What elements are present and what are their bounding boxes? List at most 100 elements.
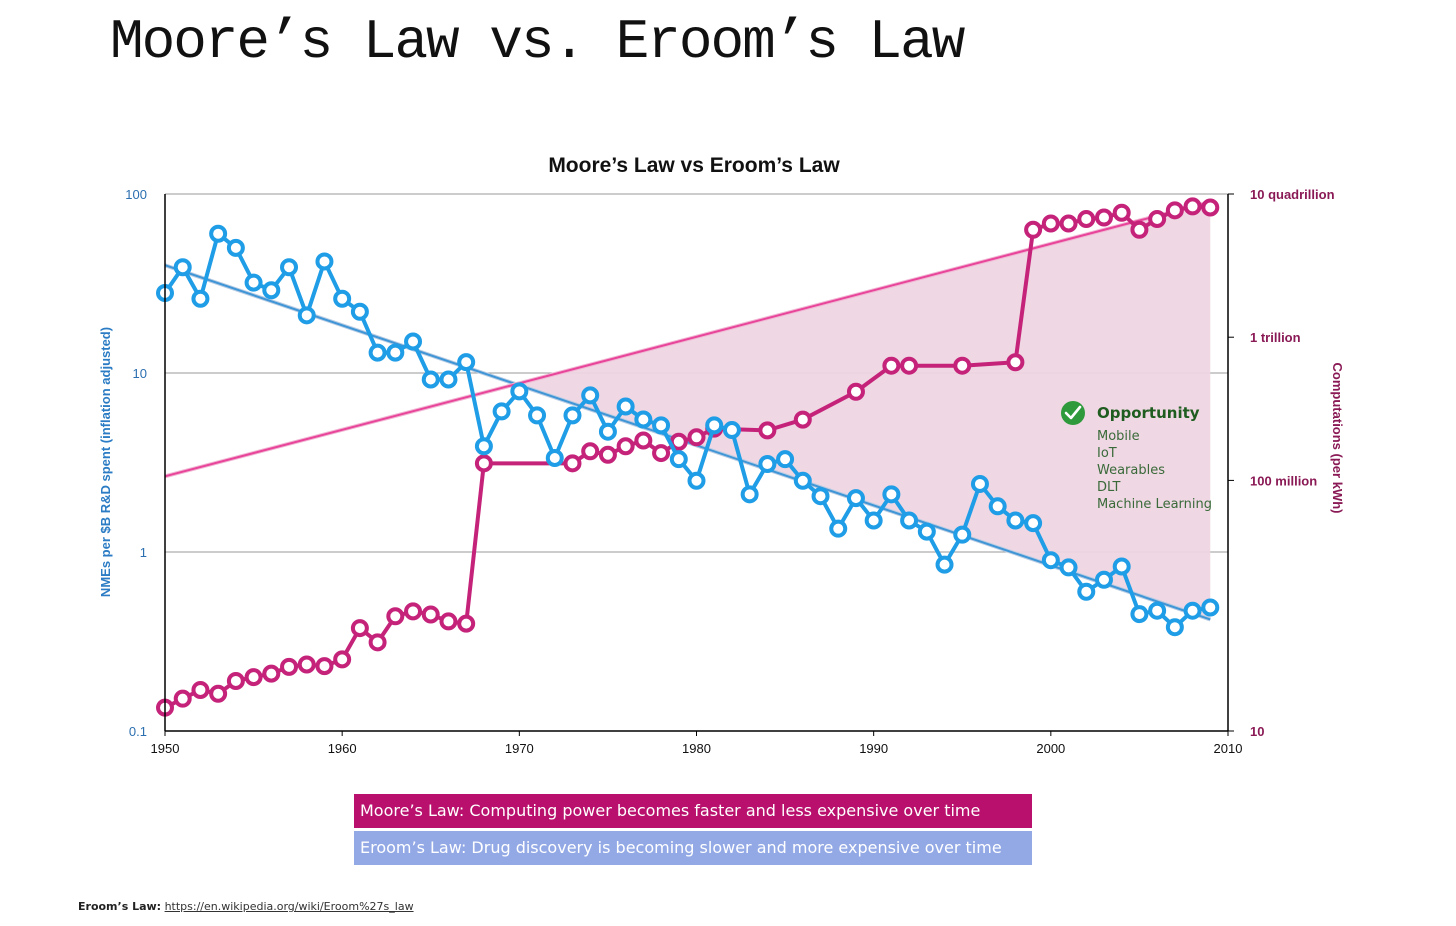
eroom-point <box>545 449 564 468</box>
moore-point <box>191 680 210 699</box>
eroom-point <box>404 332 423 351</box>
opportunity-item: Machine Learning <box>1097 497 1212 512</box>
moore-point <box>687 428 706 447</box>
moore-point <box>1041 214 1060 233</box>
eroom-point <box>333 289 352 308</box>
eroom-point <box>262 281 281 300</box>
moore-point <box>1112 203 1131 222</box>
opportunity-item: IoT <box>1097 446 1117 461</box>
eroom-point <box>1024 514 1043 533</box>
eroom-point <box>970 474 989 493</box>
x-tick-label: 2010 <box>1214 741 1243 756</box>
eroom-point <box>421 370 440 389</box>
eroom-point <box>758 455 777 474</box>
eroom-point <box>634 410 653 429</box>
eroom-point <box>705 416 724 435</box>
moore-point <box>563 454 582 473</box>
moore-point <box>280 657 299 676</box>
eroom-point <box>386 343 405 362</box>
eroom-point <box>563 406 582 425</box>
opportunity-item: DLT <box>1097 480 1120 495</box>
moore-point <box>758 421 777 440</box>
moore-point <box>616 437 635 456</box>
eroom-point <box>687 471 706 490</box>
eroom-point <box>581 386 600 405</box>
eroom-point <box>900 511 919 530</box>
eroom-point <box>864 511 883 530</box>
eroom-point <box>776 450 795 469</box>
moore-point <box>1201 198 1220 217</box>
footnote: Eroom’s Law: https://en.wikipedia.org/wi… <box>78 900 414 913</box>
moore-point <box>1059 214 1078 233</box>
x-tick-label: 1950 <box>151 741 180 756</box>
eroom-point <box>953 525 972 544</box>
moore-point <box>953 356 972 375</box>
eroom-point <box>209 224 228 243</box>
eroom-point <box>1006 511 1025 530</box>
eroom-point <box>740 485 759 504</box>
axis-layer: 1950 1960 1970 1980 1990 2000 2010 0.1 1 10 100 10 1… <box>125 187 1334 756</box>
check-icon-mark <box>1064 405 1082 420</box>
eroom-point <box>226 238 245 257</box>
opportunity-callout: Opportunity Mobile IoT Wearables DLT Mac… <box>1061 401 1212 512</box>
opportunity-item: Wearables <box>1097 463 1165 478</box>
chart-title: Moore’s Law vs Eroom’s Law <box>548 154 840 177</box>
eroom-point <box>1165 618 1184 637</box>
eroom-point <box>457 353 476 372</box>
eroom-point <box>917 522 936 541</box>
eroom-point <box>528 406 547 425</box>
eroom-point <box>616 397 635 416</box>
moore-point <box>1077 210 1096 229</box>
moore-point <box>793 410 812 429</box>
moore-point <box>1024 220 1043 239</box>
moore-point <box>1183 197 1202 216</box>
moore-point <box>297 655 316 674</box>
x-tick-label: 1970 <box>505 741 534 756</box>
moore-point <box>333 650 352 669</box>
moore-point <box>457 614 476 633</box>
moore-point <box>1165 201 1184 220</box>
moore-point <box>846 382 865 401</box>
eroom-point <box>492 402 511 421</box>
y-right-tick-label: 10 <box>1250 724 1264 739</box>
y-right-tick-label: 100 million <box>1250 473 1317 488</box>
x-tick-label: 1980 <box>682 741 711 756</box>
eroom-point <box>829 519 848 538</box>
eroom-point <box>846 489 865 508</box>
eroom-point <box>439 370 458 389</box>
moore-point <box>368 633 387 652</box>
series-layer <box>156 197 1220 717</box>
eroom-point <box>722 421 741 440</box>
eroom-point <box>173 258 192 277</box>
x-tick-label: 2000 <box>1036 741 1065 756</box>
legend-moore: Moore’s Law: Computing power becomes fas… <box>354 794 1032 828</box>
moore-point <box>1006 353 1025 372</box>
eroom-point <box>988 497 1007 516</box>
eroom-point <box>1183 601 1202 620</box>
y-left-tick-label: 10 <box>133 366 147 381</box>
eroom-point <box>1201 598 1220 617</box>
eroom-point <box>1041 551 1060 570</box>
check-icon <box>1061 401 1085 425</box>
eroom-point <box>244 273 263 292</box>
eroom-point <box>669 450 688 469</box>
moore-point <box>1094 208 1113 227</box>
eroom-point <box>935 555 954 574</box>
eroom-point <box>280 258 299 277</box>
moore-point <box>1148 210 1167 229</box>
eroom-point <box>1094 570 1113 589</box>
footnote-link[interactable]: https://en.wikipedia.org/wiki/Eroom%27s_… <box>164 900 414 913</box>
moore-point <box>474 454 493 473</box>
moore-point <box>598 445 617 464</box>
moore-point <box>900 356 919 375</box>
opportunity-item: Mobile <box>1097 429 1140 444</box>
y-left-tick-label: 0.1 <box>129 724 147 739</box>
footnote-label: Eroom’s Law: <box>78 900 162 913</box>
moore-point <box>350 619 369 638</box>
y-left-tick-label: 100 <box>125 187 147 202</box>
eroom-point <box>368 343 387 362</box>
y-left-axis-label: NMEs per $B R&D spent (inflation adjuste… <box>98 327 113 597</box>
y-left-tick-label: 1 <box>140 545 147 560</box>
eroom-point <box>315 252 334 271</box>
eroom-point <box>882 485 901 504</box>
